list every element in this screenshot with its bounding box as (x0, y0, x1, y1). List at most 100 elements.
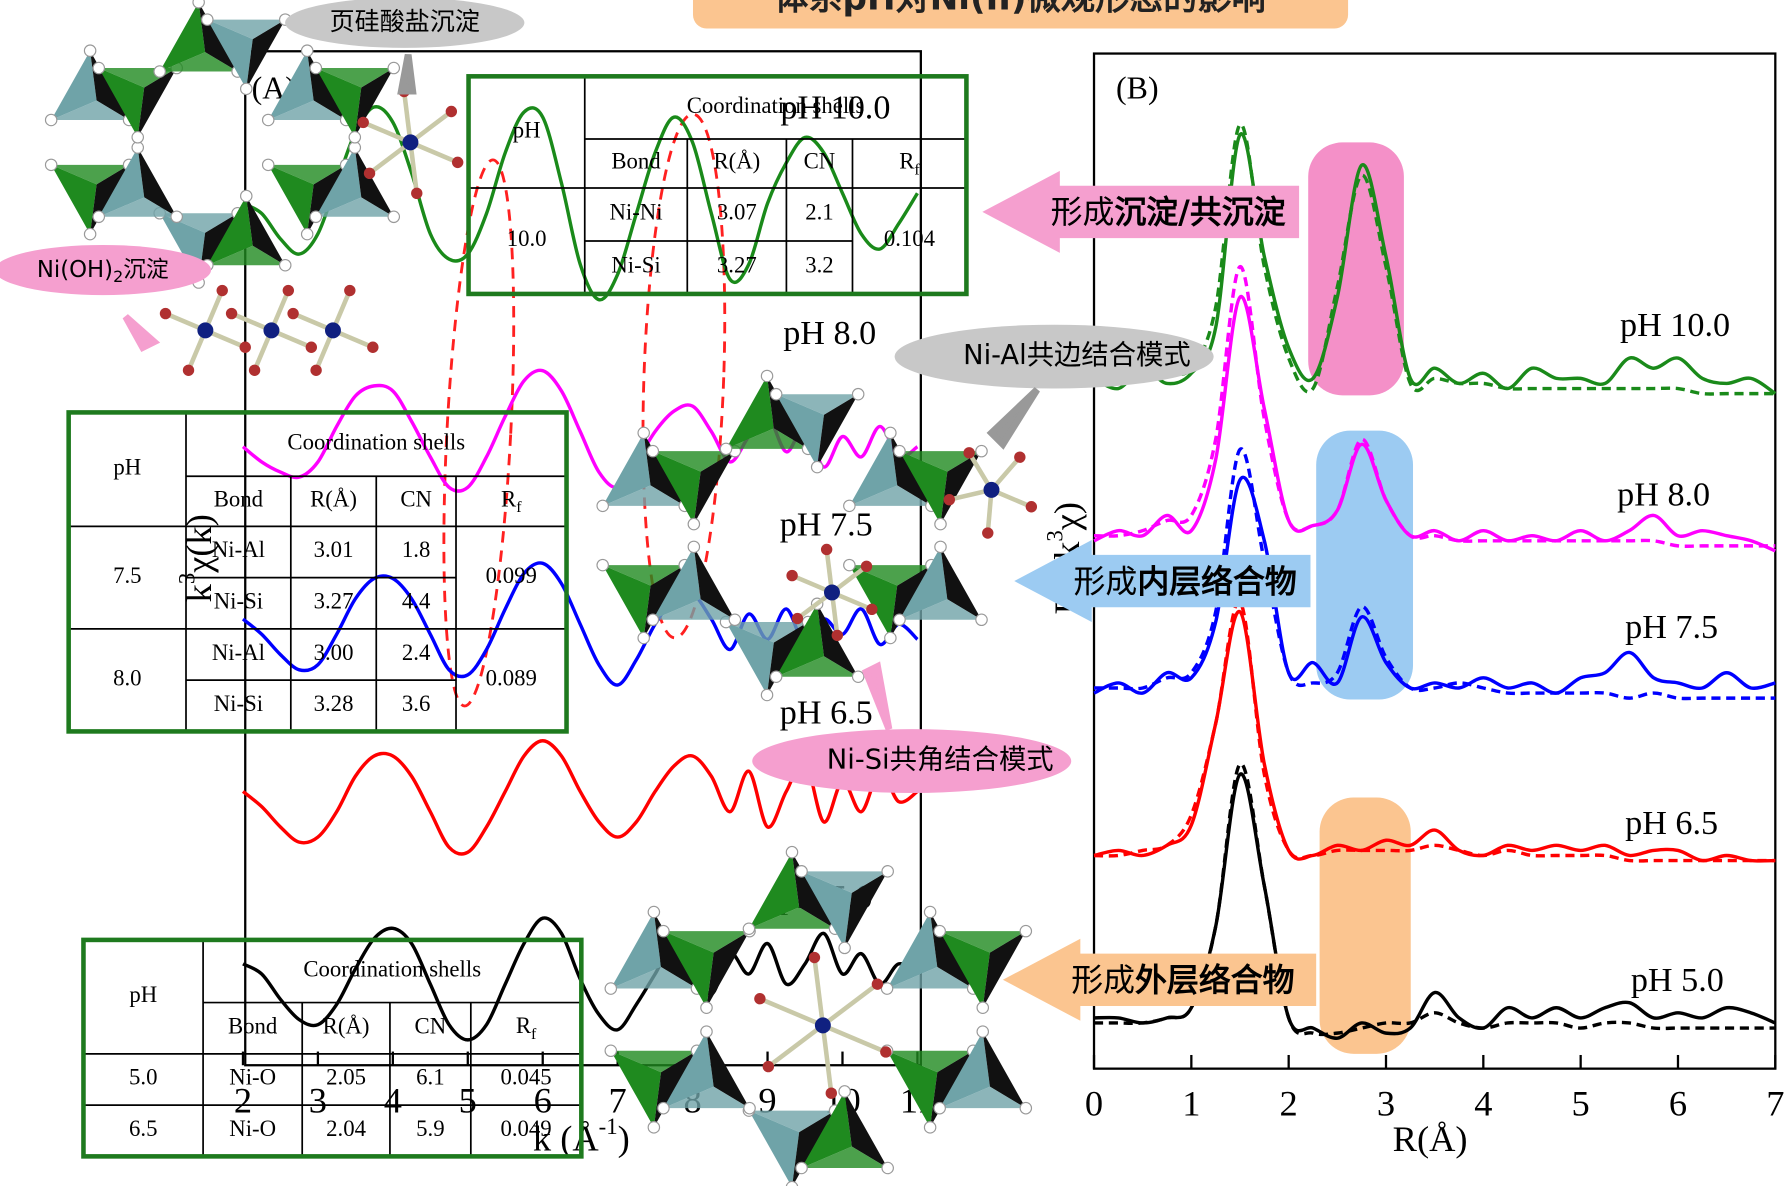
atom (770, 388, 781, 399)
atom (977, 1026, 988, 1037)
table-header: CN (804, 149, 836, 174)
atom (832, 630, 843, 641)
atom (197, 322, 213, 338)
figure: 体系pH对Ni(II)微观形态的影响 (A)234567891011k (Å-1… (0, 0, 1787, 1186)
series-label: pH 7.5 (1625, 609, 1718, 646)
atom (935, 518, 946, 529)
atom (826, 1087, 837, 1098)
pointer-arrow (401, 55, 412, 91)
atom (743, 923, 754, 934)
atom (240, 342, 251, 353)
table-header: Rf (899, 149, 920, 178)
table-cell: 10.0 (507, 226, 547, 251)
x-tick-label: 4 (384, 1080, 402, 1120)
table-header: Bond (214, 487, 264, 512)
table-cell: 0.089 (486, 665, 537, 690)
atom (754, 993, 765, 1004)
label-sub: f (531, 1026, 537, 1043)
atom (1020, 925, 1031, 936)
table-header: Rf (516, 1013, 537, 1042)
series-label: pH 10.0 (1620, 307, 1730, 344)
table-cell: 2.05 (326, 1065, 366, 1090)
atom (647, 445, 658, 456)
label-part: 外层络合物 (1135, 961, 1294, 999)
atom (809, 952, 820, 963)
atom (786, 846, 797, 857)
label-part: 形成 (1074, 562, 1138, 600)
atom (263, 114, 274, 125)
atom (882, 1162, 893, 1173)
atom (761, 370, 772, 381)
bubble-label: Ni-Si共角结合模式 (827, 745, 1054, 776)
label-sub: 2 (113, 266, 123, 285)
atom (154, 66, 165, 77)
table-header: Bond (611, 149, 661, 174)
atom (701, 1026, 712, 1037)
table-cell: 2.4 (402, 640, 431, 665)
atom (45, 114, 56, 125)
atom (217, 285, 228, 296)
atom (824, 584, 840, 600)
atom (310, 365, 321, 376)
atom (944, 494, 955, 505)
atom (132, 132, 143, 143)
atom (171, 211, 182, 222)
atom (844, 559, 855, 570)
series-label: pH 6.5 (1625, 805, 1718, 842)
table-header: Coordination shells (287, 430, 465, 455)
bond (760, 999, 823, 1026)
table-cell: Ni-Ni (609, 200, 662, 225)
atom (1026, 501, 1037, 512)
table-cell: Ni-Al (212, 640, 265, 665)
atom (894, 445, 905, 456)
x-tick-label: 4 (1474, 1084, 1492, 1124)
atom (982, 527, 993, 538)
label-sup: -1 (599, 1114, 618, 1139)
x-tick-label: 3 (1377, 1084, 1395, 1124)
atom (852, 388, 863, 399)
bond (814, 958, 822, 1026)
label-part: R (501, 487, 517, 512)
atom (1014, 451, 1025, 462)
table-cell: Ni-Si (214, 691, 263, 716)
pointer-arrow (991, 390, 1037, 445)
table-cell: 3.27 (314, 588, 354, 613)
atom (402, 134, 418, 150)
atom (811, 461, 822, 472)
atom (744, 1102, 755, 1113)
atom (349, 132, 360, 143)
table-cell: 8.0 (113, 665, 141, 690)
atom (301, 45, 312, 56)
atom (866, 604, 877, 615)
atom (880, 1046, 891, 1057)
pointer-arrow (126, 317, 154, 348)
atom (658, 1102, 669, 1113)
table-cell: 4.4 (402, 588, 431, 613)
atom (93, 211, 104, 222)
table-cell: 0.049 (500, 1116, 551, 1141)
atom (183, 365, 194, 376)
atom (770, 671, 781, 682)
table-cell: 0.104 (884, 226, 936, 251)
table-cell: Ni-Si (214, 588, 263, 613)
label-part: 形成 (1071, 961, 1135, 999)
atom (720, 443, 731, 454)
atom (688, 518, 699, 529)
atom (638, 427, 649, 438)
table-header: R(Å) (323, 1013, 370, 1038)
table-cell: 2.04 (326, 1116, 366, 1141)
atom (963, 447, 974, 458)
atom (934, 1102, 945, 1113)
label-part: 内层络合物 (1137, 562, 1296, 600)
x-tick-label: 1 (1182, 1084, 1200, 1124)
atom (786, 1181, 797, 1186)
title: 体系pH对Ni(II)微观形态的影响 (774, 0, 1266, 19)
table-cell: 3.6 (402, 691, 430, 716)
atom (263, 322, 279, 338)
table-cell: 5.0 (129, 1065, 157, 1090)
bubble-label: 页硅酸盐沉淀 (330, 7, 480, 36)
label-sup: 3 (175, 573, 200, 584)
table-header: CN (415, 1013, 447, 1038)
atom (701, 1002, 712, 1013)
table-cell: 6.5 (129, 1116, 157, 1141)
